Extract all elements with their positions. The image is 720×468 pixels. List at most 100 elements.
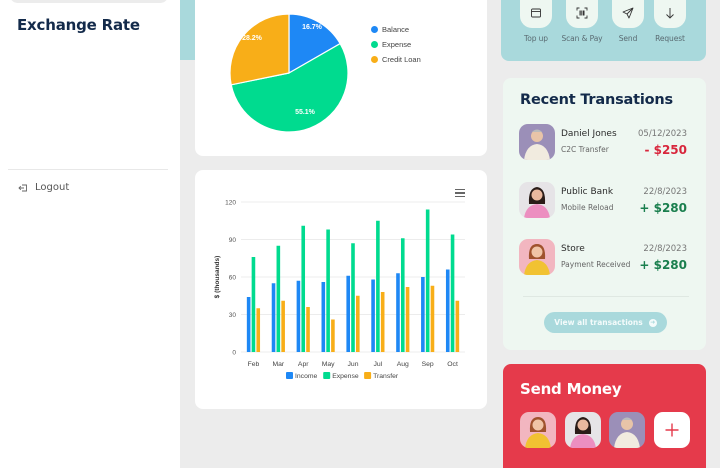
pie-slice-label: 16.7% bbox=[302, 24, 323, 31]
transaction-amount: - $250 bbox=[644, 143, 687, 157]
bar-income[interactable] bbox=[445, 269, 450, 353]
arrow-right-circle-icon: ➜ bbox=[648, 318, 657, 327]
send-contact-avatar[interactable] bbox=[609, 412, 645, 448]
scan-pay-label: Scan & Pay bbox=[561, 34, 603, 43]
transaction-date: 22/8/2023 bbox=[643, 244, 687, 254]
bar-transfer[interactable] bbox=[430, 285, 435, 352]
bar-expense[interactable] bbox=[351, 243, 355, 352]
legend-swatch-icon bbox=[323, 372, 331, 379]
x-tick-label: May bbox=[322, 361, 335, 368]
bar-income[interactable] bbox=[246, 297, 251, 352]
bar-expense[interactable] bbox=[450, 234, 455, 353]
pie-slice-label: 28.2% bbox=[242, 35, 263, 42]
plus-icon bbox=[665, 423, 679, 437]
legend-label: Balance bbox=[382, 25, 410, 34]
send-label: Send bbox=[618, 34, 638, 43]
y-tick-label: 120 bbox=[225, 200, 236, 207]
view-all-label: View all transactions bbox=[554, 318, 643, 327]
exchange-rate-title: Exchange Rate bbox=[17, 16, 140, 34]
bar-income[interactable] bbox=[421, 277, 425, 352]
avatar bbox=[519, 182, 555, 218]
bar-expense[interactable] bbox=[400, 238, 405, 352]
bar-transfer[interactable] bbox=[405, 287, 410, 352]
logout-icon bbox=[18, 184, 27, 191]
legend-swatch-icon bbox=[364, 372, 372, 379]
bar-expense[interactable] bbox=[376, 220, 380, 352]
y-tick-label: 60 bbox=[229, 275, 237, 282]
transaction-type: Payment Received bbox=[561, 260, 631, 269]
avatar bbox=[519, 239, 555, 275]
page-scrollbar[interactable] bbox=[712, 0, 720, 468]
x-tick-label: Aug bbox=[397, 361, 409, 368]
bar-expense[interactable] bbox=[251, 257, 256, 352]
bar-income[interactable] bbox=[371, 279, 375, 353]
pie-slice-credit-loan[interactable] bbox=[229, 13, 290, 86]
transaction-name: Daniel Jones bbox=[561, 129, 617, 139]
send-button[interactable]: Send bbox=[605, 0, 651, 43]
bar-transfer[interactable] bbox=[281, 300, 285, 352]
bar-expense[interactable] bbox=[425, 209, 430, 353]
legend-label[interactable]: Transfer bbox=[373, 373, 399, 380]
pie-chart-card: 16.7% 55.1% 28.2% Balance Expense Credit Loa… bbox=[195, 0, 487, 156]
transaction-type: C2C Transfer bbox=[561, 145, 609, 154]
sidebar-nav-item-partial[interactable] bbox=[10, 0, 168, 3]
bar-transfer[interactable] bbox=[455, 300, 460, 352]
transactions-divider bbox=[523, 296, 689, 297]
bar-income[interactable] bbox=[346, 275, 350, 352]
send-money-title: Send Money bbox=[520, 380, 622, 398]
transaction-type: Mobile Reload bbox=[561, 203, 614, 212]
legend-item[interactable]: Expense bbox=[371, 37, 421, 52]
bar-income[interactable] bbox=[296, 280, 301, 352]
bar-chart-card: 0 30 60 90 120 $ (thousands) Feb Mar Apr May Jun Ju… bbox=[195, 170, 487, 409]
view-all-transactions-button[interactable]: View all transactions ➜ bbox=[544, 312, 667, 333]
bar-expense[interactable] bbox=[276, 245, 281, 352]
legend-item[interactable]: Credit Loan bbox=[371, 52, 421, 67]
request-button[interactable]: Request bbox=[647, 0, 693, 43]
legend-label[interactable]: Income bbox=[295, 373, 318, 380]
bar-transfer[interactable] bbox=[306, 307, 310, 352]
legend-dot-icon bbox=[371, 56, 378, 63]
bar-transfer[interactable] bbox=[256, 308, 261, 352]
x-tick-label: Apr bbox=[298, 361, 309, 368]
send-contact-avatar[interactable] bbox=[565, 412, 601, 448]
y-tick-label: 0 bbox=[232, 350, 236, 357]
bar-transfer[interactable] bbox=[380, 292, 385, 352]
add-contact-button[interactable] bbox=[654, 412, 690, 448]
legend-item[interactable]: Balance bbox=[371, 22, 421, 37]
bar-income[interactable] bbox=[271, 283, 276, 352]
top-up-label: Top up bbox=[524, 34, 548, 43]
pie-slice-balance[interactable] bbox=[288, 13, 341, 75]
transaction-row[interactable]: Daniel Jones C2C Transfer 05/12/2023 - $… bbox=[519, 124, 699, 162]
legend-label[interactable]: Expense bbox=[332, 373, 359, 380]
recent-transactions-title: Recent Transations bbox=[520, 92, 673, 108]
chart-menu-icon[interactable] bbox=[455, 189, 465, 197]
legend-dot-icon bbox=[371, 26, 378, 33]
top-up-button[interactable]: Top up bbox=[513, 0, 559, 43]
bar-expense[interactable] bbox=[301, 225, 306, 352]
transaction-name: Store bbox=[561, 244, 585, 254]
y-axis-label: $ (thousands) bbox=[214, 256, 221, 299]
bar-expense[interactable] bbox=[326, 229, 330, 353]
send-money-card: Send Money bbox=[503, 364, 706, 468]
bar-income[interactable] bbox=[396, 273, 400, 352]
scan-pay-button[interactable]: Scan & Pay bbox=[559, 0, 605, 43]
transaction-row[interactable]: Public Bank Mobile Reload 22/8/2023 + $2… bbox=[519, 182, 699, 220]
x-tick-label: Sep bbox=[422, 361, 434, 368]
logout-button[interactable]: Logout bbox=[18, 182, 69, 193]
transaction-name: Public Bank bbox=[561, 187, 614, 197]
legend-swatch-icon bbox=[286, 372, 293, 379]
transaction-date: 22/8/2023 bbox=[643, 187, 687, 197]
wallet-icon bbox=[531, 8, 541, 18]
send-contact-avatar[interactable] bbox=[520, 412, 556, 448]
pie-slice-label: 55.1% bbox=[295, 109, 316, 116]
pie-slice-expense[interactable] bbox=[230, 42, 349, 133]
bar-transfer[interactable] bbox=[331, 319, 335, 353]
request-label: Request bbox=[655, 34, 685, 43]
sidebar: Logout bbox=[0, 0, 180, 468]
bar-income[interactable] bbox=[321, 282, 326, 352]
transaction-row[interactable]: Store Payment Received 22/8/2023 + $280 bbox=[519, 239, 699, 277]
logout-label: Logout bbox=[35, 182, 70, 193]
bar-transfer[interactable] bbox=[356, 295, 360, 352]
recent-transactions-card: Recent Transations Daniel Jones C2C Tran… bbox=[503, 78, 706, 350]
bar-chart: 0 30 60 90 120 $ (thousands) Feb Mar Apr May Jun Ju… bbox=[214, 200, 465, 380]
